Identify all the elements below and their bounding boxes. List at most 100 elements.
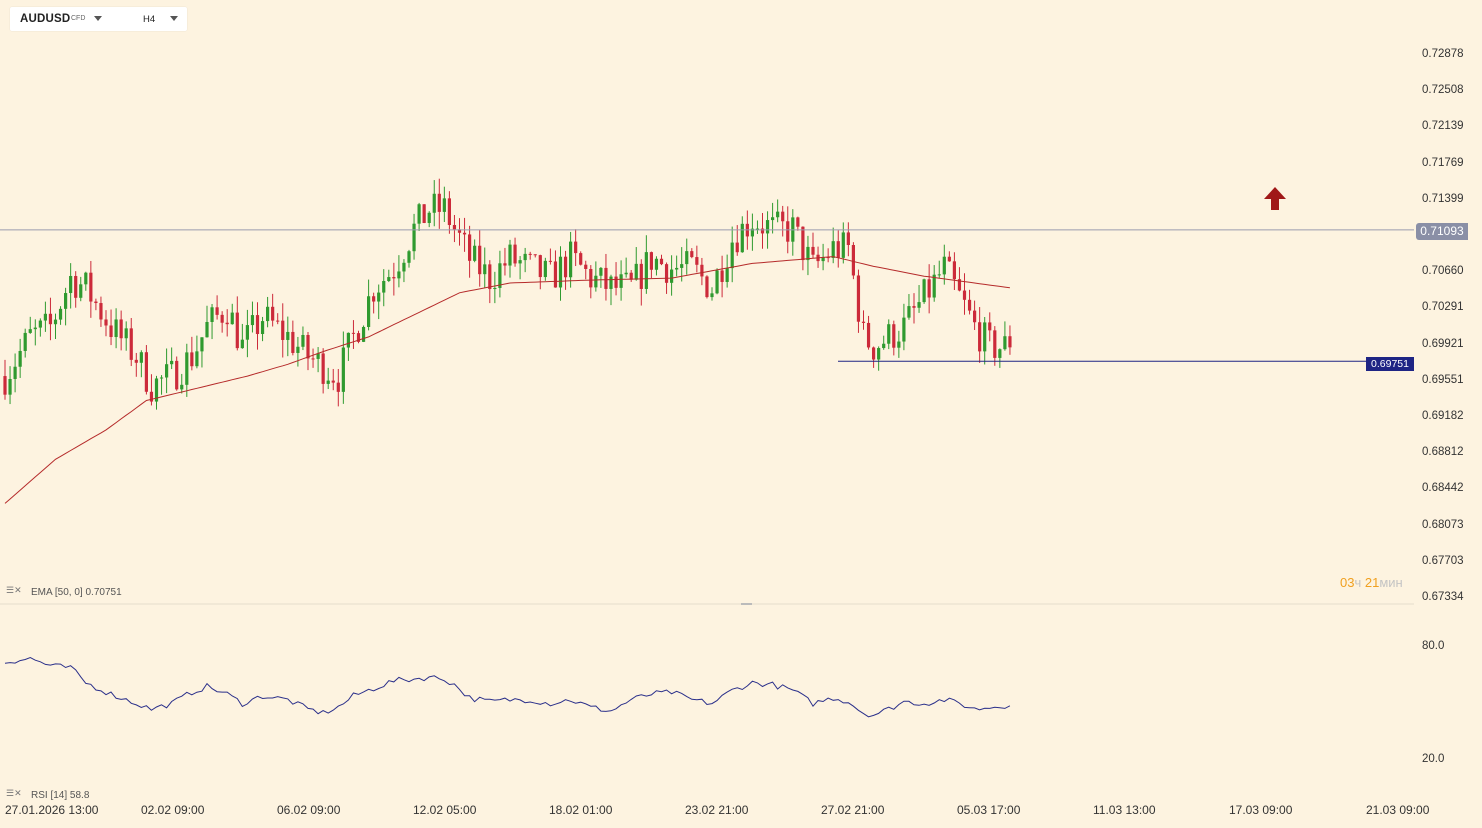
- candle: [190, 336, 194, 371]
- price-axis-label: 0.69921: [1422, 337, 1464, 350]
- candle: [599, 266, 603, 288]
- candle-body: [563, 256, 568, 278]
- rsi-params: [14]: [50, 790, 68, 801]
- candle: [38, 318, 42, 337]
- rsi-legend[interactable]: RSI [14] 58.8: [31, 790, 89, 801]
- candle-body: [48, 313, 53, 325]
- candle-body: [361, 326, 366, 342]
- candle-body: [932, 274, 936, 298]
- candle-body: [336, 382, 340, 392]
- rsi-level-80: 80.0: [1422, 640, 1445, 652]
- candle: [841, 222, 845, 264]
- candle-body: [973, 310, 977, 323]
- candle: [548, 248, 552, 265]
- candle-body: [311, 358, 315, 360]
- candle-body: [53, 319, 58, 325]
- candle-body: [831, 241, 835, 258]
- candle-body: [614, 276, 618, 288]
- candle: [947, 251, 951, 262]
- candle: [255, 302, 260, 350]
- rsi-label: RSI: [31, 790, 48, 801]
- symbol-selector[interactable]: AUDUSD CFD H4: [10, 7, 187, 31]
- candle-body: [119, 319, 123, 339]
- countdown-minutes-unit: мин: [1379, 575, 1403, 590]
- candle-body: [740, 223, 744, 253]
- candle-body: [220, 314, 224, 323]
- candle-body: [28, 329, 32, 333]
- candle-body: [437, 193, 441, 212]
- symbol-label[interactable]: AUDUSD: [20, 13, 71, 25]
- candle: [831, 227, 835, 264]
- candle-body: [574, 241, 578, 254]
- time-axis-label: 11.03 13:00: [1093, 803, 1156, 817]
- candle: [826, 248, 830, 263]
- candle-body: [13, 366, 17, 379]
- candle-body: [407, 251, 411, 263]
- candle: [13, 353, 17, 393]
- ema-legend[interactable]: EMA [50, 0] 0.70751: [31, 587, 122, 598]
- candle: [402, 259, 406, 283]
- candle-body: [154, 378, 159, 402]
- candle: [488, 260, 492, 304]
- candle: [811, 232, 815, 259]
- timeframe-label[interactable]: H4: [143, 14, 156, 25]
- candle-body: [205, 321, 209, 338]
- candle-body: [988, 322, 992, 331]
- candle: [861, 310, 866, 330]
- candle: [18, 338, 22, 378]
- candle-body: [558, 256, 563, 288]
- candle-body: [129, 328, 133, 360]
- candle-body: [685, 251, 689, 265]
- candle: [639, 259, 643, 306]
- candle-body: [64, 293, 68, 309]
- candle: [185, 343, 189, 397]
- candle: [604, 253, 608, 301]
- candle-body: [897, 341, 901, 348]
- candle: [836, 230, 840, 268]
- candle-body: [760, 228, 765, 234]
- candle: [447, 191, 451, 234]
- price-axis-label: 0.70660: [1422, 265, 1464, 278]
- candle-body: [457, 229, 462, 233]
- candle-body: [291, 331, 295, 353]
- candle: [569, 231, 573, 288]
- candle-body: [806, 246, 810, 261]
- candle-body: [175, 360, 179, 390]
- candle-body: [210, 307, 214, 322]
- candle: [634, 247, 638, 281]
- candle-body: [215, 307, 219, 315]
- timeframe-dropdown-icon[interactable]: [170, 16, 178, 21]
- candle: [932, 265, 936, 302]
- rsi-menu-icon[interactable]: ☰✕: [6, 788, 22, 798]
- candle: [124, 321, 128, 351]
- candle: [326, 367, 330, 390]
- time-axis-label: 05.03 17:00: [957, 803, 1021, 817]
- ema-line: [4, 256, 1010, 504]
- candle: [993, 326, 997, 366]
- candle: [715, 268, 719, 295]
- indicator-menu-icon[interactable]: ☰✕: [6, 585, 22, 595]
- candle: [215, 295, 219, 320]
- candle: [33, 319, 37, 346]
- candle-body: [392, 277, 396, 279]
- candle-body: [518, 260, 522, 264]
- candle-body: [508, 244, 512, 266]
- support-level-tag[interactable]: 0.69751: [1366, 357, 1414, 371]
- pane-resize-handle: [741, 603, 752, 605]
- symbol-dropdown-icon[interactable]: [94, 16, 102, 21]
- candle-body: [705, 276, 709, 298]
- candle-body: [139, 352, 143, 363]
- candle: [897, 330, 901, 358]
- candle-body: [473, 245, 477, 261]
- candle: [154, 375, 159, 410]
- candle: [462, 217, 467, 252]
- candle: [892, 320, 896, 356]
- candle-body: [170, 360, 174, 365]
- candle: [912, 293, 916, 324]
- candle-countdown: 03ч 21мин: [1340, 575, 1403, 590]
- candle-body: [579, 253, 583, 265]
- rsi-level-20: 20.0: [1422, 753, 1445, 765]
- candle: [69, 263, 73, 309]
- time-axis-label: 06.02 09:00: [277, 803, 341, 817]
